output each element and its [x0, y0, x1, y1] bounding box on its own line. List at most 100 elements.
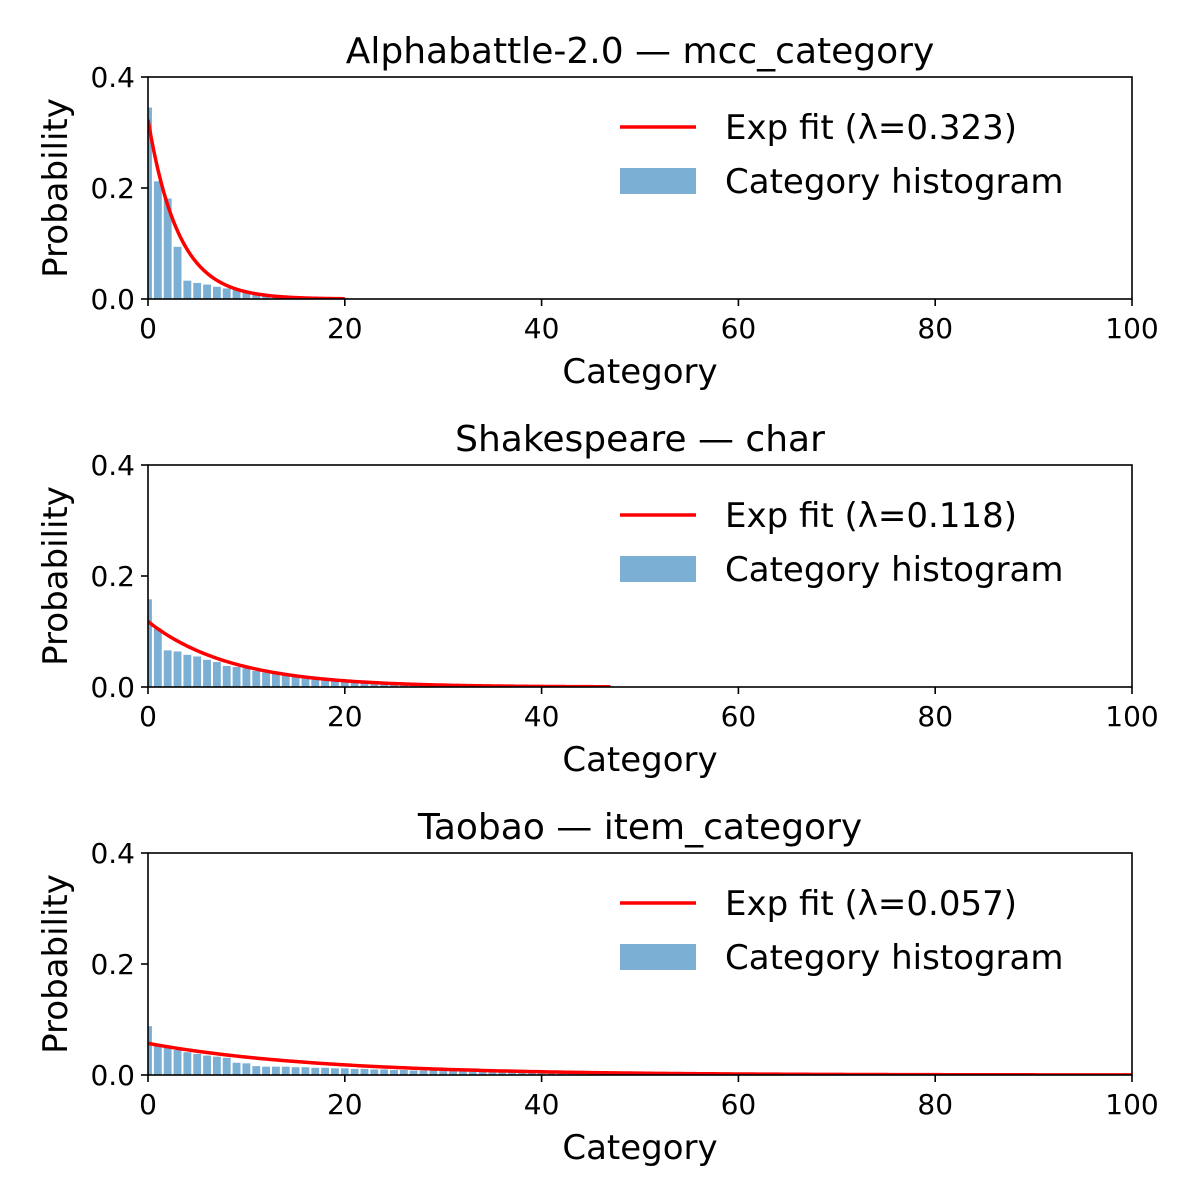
histogram-bar: [222, 665, 231, 687]
histogram-bar: [232, 667, 241, 687]
histogram-bar: [232, 290, 241, 299]
histogram-bar: [222, 288, 231, 299]
histogram-bar: [148, 599, 152, 687]
histogram-bar: [183, 280, 192, 299]
histogram-bar: [468, 1071, 477, 1075]
histogram-bar: [212, 286, 221, 299]
histogram-bar: [153, 628, 162, 687]
histogram-bar: [439, 1071, 448, 1075]
histogram-bar: [360, 1068, 369, 1075]
histogram-bar: [350, 681, 359, 687]
legend: Exp fit (λ=0.057) Category histogram: [620, 884, 1063, 978]
x-tick-label: 40: [524, 700, 560, 733]
y-tick-label: 0.4: [90, 837, 135, 870]
histogram-bar: [380, 1069, 389, 1075]
histogram-bar: [193, 656, 202, 687]
legend-histogram-label: Category histogram: [725, 550, 1063, 590]
histogram-bar: [173, 1050, 182, 1075]
legend: Exp fit (λ=0.323) Category histogram: [620, 108, 1063, 202]
histogram-bar: [360, 682, 369, 687]
histogram-bar: [321, 679, 330, 687]
legend-fit-label: Exp fit (λ=0.118): [725, 496, 1017, 536]
histogram-bar: [508, 1072, 517, 1075]
y-tick-label: 0.4: [90, 61, 135, 94]
histogram-bar: [271, 1066, 280, 1075]
chart-panel-3: Taobao — item_category 0 20 40 60 80 100 0.0 0.2…: [36, 807, 1159, 1168]
chart-panel-2: Shakespeare — char 0 20 40 60 80 100 0.0 0.2 0.4 C…: [36, 419, 1159, 780]
histogram-bar: [301, 677, 310, 687]
legend-bar-swatch: [620, 944, 696, 970]
chart-panel-1: Alphabattle-2.0 — mcc_category 0 20 40 60 80 1…: [36, 31, 1159, 392]
legend-histogram-label: Category histogram: [725, 938, 1063, 978]
histogram-bar: [203, 1055, 211, 1075]
x-tick-label: 20: [327, 700, 363, 733]
histogram-bar: [252, 292, 261, 299]
x-tick-label: 60: [721, 700, 757, 733]
histogram-bar: [212, 662, 221, 687]
y-tick-label: 0.0: [90, 283, 135, 316]
histogram-bar: [340, 1068, 349, 1075]
histogram-bar: [193, 282, 202, 299]
histogram-bar: [252, 1066, 261, 1075]
histogram-bar: [203, 659, 211, 687]
histogram-bar: [478, 1071, 487, 1075]
histogram-bar: [311, 1067, 320, 1075]
histogram-bar: [547, 1072, 556, 1075]
x-tick-label: 0: [139, 700, 157, 733]
histogram-bar: [242, 668, 251, 687]
x-tick-label: 40: [524, 1088, 560, 1121]
histogram-bar: [380, 683, 389, 687]
histogram-bar: [390, 683, 398, 687]
histogram-bar: [173, 651, 182, 687]
x-tick-label: 100: [1105, 1088, 1158, 1121]
y-tick-label: 0.4: [90, 449, 135, 482]
histogram-bar: [370, 682, 379, 687]
histogram-bar: [399, 1070, 408, 1075]
histogram-bar: [242, 1063, 251, 1075]
chart-title: Taobao — item_category: [417, 807, 862, 848]
x-tick-label: 100: [1105, 700, 1158, 733]
histogram-bar: [390, 1070, 398, 1075]
histogram-bar: [193, 1053, 202, 1075]
histogram-bars: [148, 1026, 1127, 1075]
histogram-bar: [252, 670, 261, 687]
x-tick-label: 100: [1105, 312, 1158, 345]
histogram-bar: [370, 1069, 379, 1075]
x-tick-label: 80: [917, 312, 953, 345]
histogram-bar: [291, 1067, 300, 1075]
y-tick-label: 0.2: [90, 560, 135, 593]
histogram-bar: [183, 654, 192, 687]
histogram-bar: [517, 1072, 526, 1075]
histogram-bar: [262, 672, 271, 687]
histogram-bars: [148, 599, 615, 687]
histogram-bar: [212, 1056, 221, 1075]
histogram-bar: [321, 1067, 330, 1075]
histogram-bar: [163, 650, 172, 687]
legend-bar-swatch: [620, 168, 696, 194]
histogram-bar: [148, 1026, 152, 1075]
histogram-bar: [537, 1072, 546, 1075]
histogram-bar: [148, 107, 152, 299]
histogram-bar: [271, 673, 280, 687]
histogram-bar: [311, 678, 320, 687]
x-axis-label: Category: [562, 352, 717, 392]
x-tick-label: 60: [721, 1088, 757, 1121]
x-tick-label: 40: [524, 312, 560, 345]
legend-histogram-label: Category histogram: [725, 162, 1063, 202]
histogram-bar: [173, 246, 182, 299]
x-tick-label: 60: [721, 312, 757, 345]
y-tick-label: 0.2: [90, 172, 135, 205]
legend-fit-label: Exp fit (λ=0.057): [725, 884, 1017, 924]
legend-fit-label: Exp fit (λ=0.323): [725, 108, 1017, 148]
y-axis-label: Probability: [36, 486, 76, 666]
y-axis-label: Probability: [36, 874, 76, 1054]
histogram-bar: [340, 680, 349, 687]
histogram-bar: [350, 1068, 359, 1075]
histogram-bar: [222, 1057, 231, 1075]
histogram-bar: [458, 1071, 467, 1075]
histogram-bar: [281, 675, 290, 687]
y-tick-label: 0.2: [90, 948, 135, 981]
x-tick-label: 0: [139, 1088, 157, 1121]
histogram-bar: [331, 1068, 339, 1075]
